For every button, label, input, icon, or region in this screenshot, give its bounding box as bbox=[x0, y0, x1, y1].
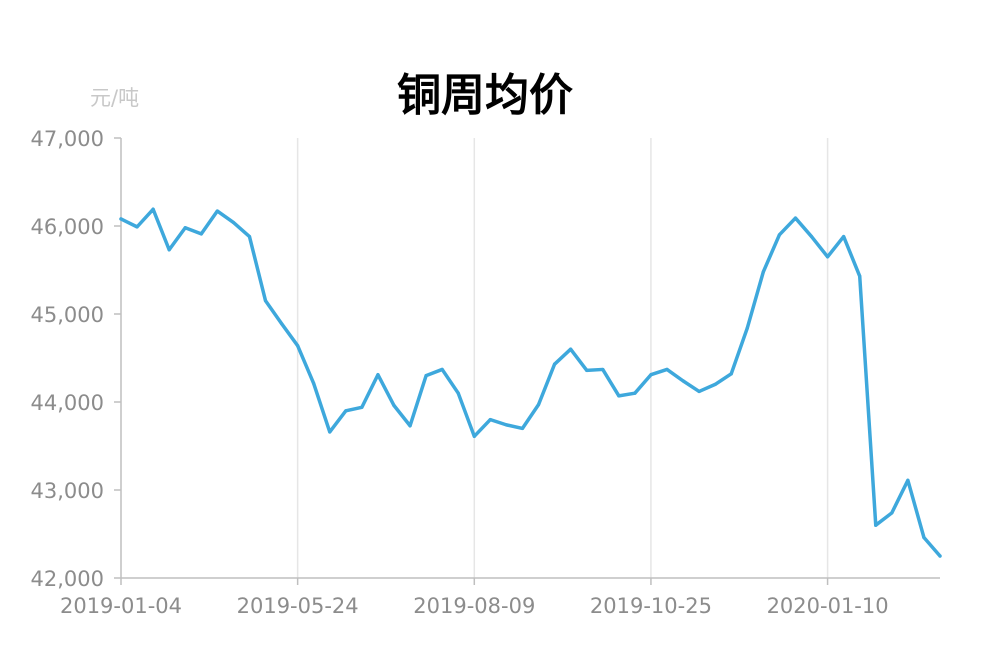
data-point bbox=[729, 372, 733, 376]
data-point bbox=[793, 216, 798, 220]
data-point bbox=[777, 233, 782, 237]
data-point bbox=[520, 426, 525, 430]
data-point bbox=[440, 367, 444, 372]
data-point bbox=[328, 430, 332, 434]
data-point bbox=[761, 270, 765, 274]
data-point bbox=[809, 234, 814, 239]
data-point bbox=[536, 403, 541, 407]
data-point bbox=[938, 554, 942, 558]
data-point bbox=[167, 248, 171, 252]
y-tick-label: 44,000 bbox=[31, 391, 104, 415]
y-axis-ticks: 42,000 43,000 44,000 45,000 46,000 47,000 bbox=[31, 127, 121, 591]
data-point bbox=[633, 391, 637, 395]
data-point bbox=[247, 234, 252, 239]
y-tick-label: 45,000 bbox=[31, 303, 104, 327]
data-point bbox=[504, 423, 509, 427]
data-point bbox=[199, 232, 203, 236]
data-point bbox=[649, 373, 653, 377]
data-point bbox=[890, 511, 894, 515]
axes bbox=[120, 138, 940, 579]
data-point bbox=[825, 255, 830, 259]
data-point bbox=[713, 382, 717, 386]
data-point bbox=[697, 389, 701, 394]
data-point bbox=[874, 523, 878, 527]
vertical-gridlines bbox=[296, 138, 829, 578]
x-tick-label: 2019-01-04 bbox=[60, 594, 182, 618]
data-point bbox=[183, 226, 187, 230]
data-point bbox=[263, 299, 268, 303]
data-point bbox=[681, 379, 685, 383]
data-point bbox=[135, 225, 139, 229]
data-point bbox=[745, 326, 749, 330]
data-point bbox=[858, 274, 862, 278]
data-point bbox=[552, 362, 557, 366]
data-point bbox=[215, 209, 219, 213]
data-point bbox=[376, 373, 380, 377]
data-point bbox=[906, 478, 910, 482]
x-tick-label: 2020-01-10 bbox=[767, 594, 889, 618]
series-layer bbox=[119, 207, 942, 558]
series-line bbox=[119, 207, 942, 558]
y-tick-label: 46,000 bbox=[31, 215, 104, 239]
data-point bbox=[119, 217, 123, 221]
data-point bbox=[601, 367, 605, 372]
data-point bbox=[842, 234, 846, 239]
data-point bbox=[922, 535, 926, 540]
y-tick-label: 42,000 bbox=[31, 567, 104, 591]
data-point bbox=[392, 403, 396, 408]
data-point bbox=[151, 207, 155, 211]
data-point bbox=[472, 434, 476, 438]
chart-title: 铜周均价 bbox=[397, 70, 573, 121]
data-point bbox=[617, 394, 621, 398]
x-axis-ticks: 2019-01-04 2019-05-24 2019-08-09 2019-10-25… bbox=[60, 578, 889, 618]
data-point bbox=[344, 409, 348, 413]
data-point bbox=[231, 220, 236, 225]
data-point bbox=[424, 374, 428, 378]
y-tick-label: 47,000 bbox=[31, 127, 104, 151]
data-point bbox=[488, 418, 492, 422]
x-tick-label: 2019-08-09 bbox=[413, 594, 535, 618]
x-tick-label: 2019-05-24 bbox=[237, 594, 359, 618]
data-point bbox=[569, 347, 573, 351]
y-tick-label: 43,000 bbox=[31, 479, 104, 503]
data-point bbox=[296, 344, 300, 348]
data-point bbox=[279, 322, 284, 326]
data-point bbox=[360, 405, 364, 409]
data-point bbox=[408, 424, 412, 428]
x-tick-label: 2019-10-25 bbox=[590, 594, 712, 618]
data-point bbox=[665, 367, 669, 372]
data-point bbox=[456, 391, 460, 395]
data-point bbox=[312, 381, 316, 386]
data-point bbox=[585, 368, 589, 372]
y-axis-unit-label: 元/吨 bbox=[90, 86, 139, 110]
